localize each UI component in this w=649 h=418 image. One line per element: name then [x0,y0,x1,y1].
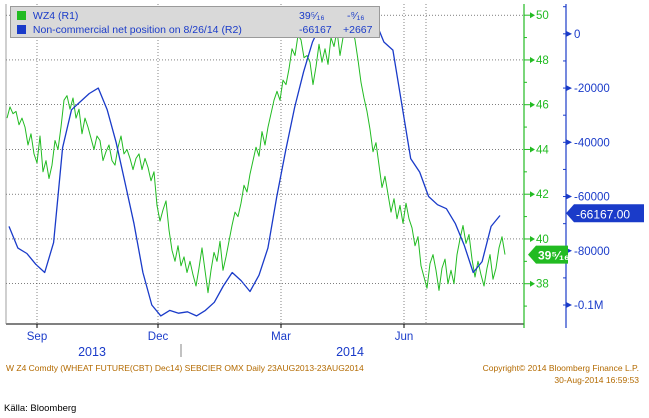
y1-tick-label: 44 [536,144,549,156]
series-lines [6,11,506,317]
legend-swatch-blue [17,25,26,34]
last-position-label: -66167.00 [576,207,630,221]
y1-tick-arrow [530,101,535,108]
y1-tick-label: 38 [536,279,549,291]
footer-copyright: Copyright© 2014 Bloomberg Finance L.P. [482,363,639,373]
last-value-markers: 39⁵⁄₁₆ -66167.00 [528,204,644,264]
last-price-marker [528,245,568,264]
y2-tick-arrow [566,30,572,37]
y2-tick-label: -60000 [574,192,610,204]
y1-tick-arrow [530,146,535,153]
y2-tick-label: -20000 [574,83,610,95]
y1-tick-arrow [530,191,535,198]
footer-security-description: W Z4 Comdty (WHEAT FUTURE(CBT) Dec14) SE… [6,363,364,373]
last-position-marker [566,204,644,223]
series-line-net-position [8,11,501,317]
tick-labels: 50 48 46 44 42 40 38 0 -20000 -40000 -60000 -80000 -… [27,10,610,359]
last-price-label: 39⁵⁄₁₆ [538,249,569,263]
year-label: 2014 [336,345,364,359]
y1-tick-label: 48 [536,55,549,67]
y1-tick-arrow [530,235,535,242]
y1-tick-arrow [530,280,535,287]
y1-tick-label: 40 [536,234,549,246]
legend-item-series1: WZ4 (R1) 39⁵⁄₁₆ -⁹⁄₁₆ [17,9,365,23]
x-tick-label: Mar [271,331,291,343]
legend: WZ4 (R1) 39⁵⁄₁₆ -⁹⁄₁₆ Non-commercial net… [10,6,380,38]
footer-timestamp: 30-Aug-2014 16:59:53 [554,375,639,385]
y2-tick-label: -40000 [574,137,610,149]
y1-tick-label: 42 [536,189,549,201]
y2-tick-label: -80000 [574,246,610,258]
legend-label-series1: WZ4 (R1) [32,10,79,22]
y1-tick-label: 50 [536,10,549,22]
legend-swatch-green [17,11,26,20]
year-label: 2013 [78,345,106,359]
y1-tick-arrow [530,12,535,19]
legend-label-series2: Non-commercial net position on 8/26/14 (… [32,24,242,36]
legend-value-series1: 39⁵⁄₁₆ [299,10,325,22]
y2-tick-label: -0.1M [574,300,603,312]
y2-tick-label: 0 [574,29,580,41]
x-tick-label: Sep [27,331,47,343]
y1-tick-arrow [530,56,535,63]
legend-item-series2: Non-commercial net position on 8/26/14 (… [17,23,373,37]
y2-tick-arrow [566,85,572,92]
legend-change-series2: +2667 [343,24,373,36]
grid [6,4,524,324]
y2-tick-arrow [566,139,572,146]
x-tick-label: Jun [395,331,414,343]
y2-tick-arrow [566,302,572,309]
series-line-wz4 [6,23,506,294]
source-note: Källa: Bloomberg [4,403,77,414]
y2-tick-arrow [566,193,572,200]
legend-change-series1: -⁹⁄₁₆ [347,10,365,22]
y1-tick-label: 46 [536,100,549,112]
legend-value-series2: -66167 [299,24,332,36]
axes [5,4,572,357]
x-tick-label: Dec [148,331,169,343]
